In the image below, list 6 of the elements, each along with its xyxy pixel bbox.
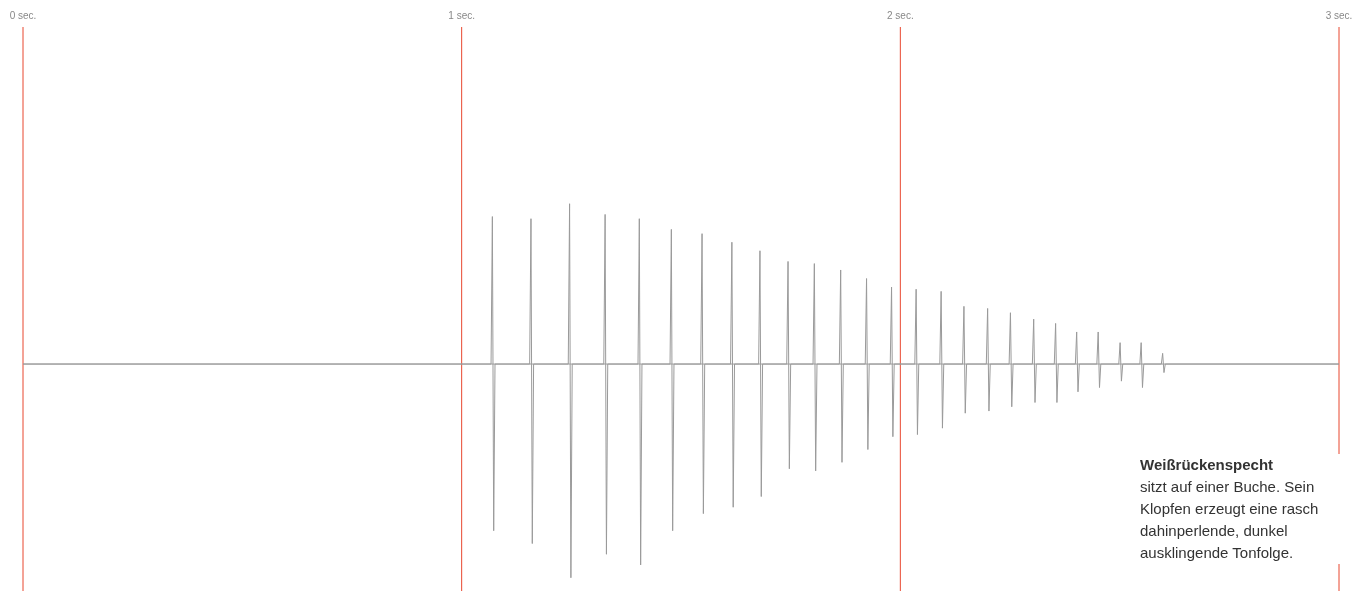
x-tick-label: 0 sec.: [9, 10, 37, 21]
x-tick-label: 2 sec.: [886, 10, 914, 21]
annotation: Weißrückenspecht: [1140, 455, 1275, 475]
x-tick-label: 3 sec.: [1325, 10, 1353, 21]
x-tick-label: 1 sec.: [448, 10, 476, 21]
annotation: sitzt auf einer Buche. Sein Klopfen erzeugt eine rasch dahinperlende, dunkel ausklingende Tonfolge.: [1140, 478, 1319, 561]
